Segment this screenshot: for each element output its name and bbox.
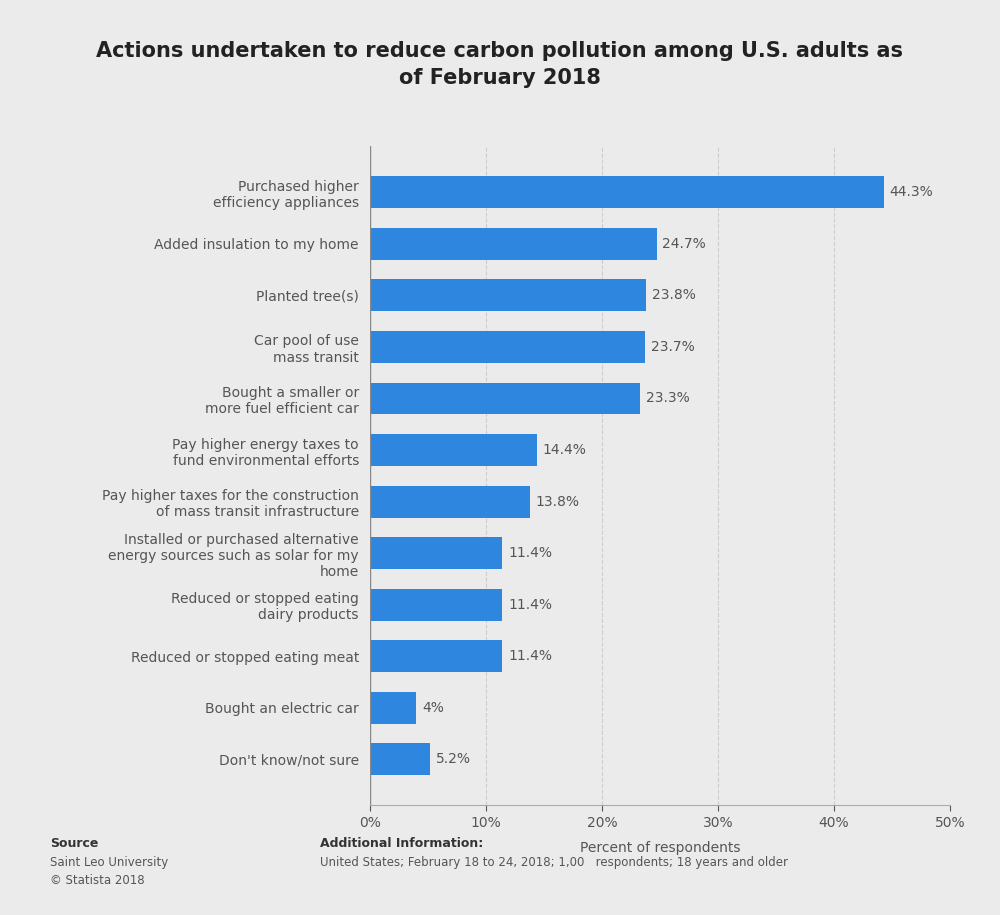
Bar bbox=[370, 279, 646, 311]
Text: 4%: 4% bbox=[422, 701, 444, 715]
Text: 11.4%: 11.4% bbox=[508, 546, 552, 560]
Bar bbox=[370, 228, 657, 260]
Text: United States; February 18 to 24, 2018; 1,00  respondents; 18 years and older: United States; February 18 to 24, 2018; … bbox=[320, 856, 788, 868]
Bar bbox=[370, 382, 640, 414]
Text: 23.3%: 23.3% bbox=[646, 392, 690, 405]
Text: Actions undertaken to reduce carbon pollution among U.S. adults as
of February 2: Actions undertaken to reduce carbon poll… bbox=[96, 41, 904, 88]
Bar bbox=[370, 537, 502, 569]
Text: 13.8%: 13.8% bbox=[536, 495, 580, 509]
Text: 23.7%: 23.7% bbox=[651, 340, 694, 354]
Bar bbox=[370, 640, 502, 673]
Bar bbox=[370, 331, 645, 363]
Bar bbox=[370, 486, 530, 518]
Text: Source: Source bbox=[50, 837, 98, 850]
Text: Additional Information:: Additional Information: bbox=[320, 837, 483, 850]
Text: 11.4%: 11.4% bbox=[508, 597, 552, 611]
Text: 11.4%: 11.4% bbox=[508, 650, 552, 663]
Bar bbox=[370, 588, 502, 620]
Bar bbox=[370, 692, 416, 724]
Text: 44.3%: 44.3% bbox=[890, 186, 933, 199]
Text: 23.8%: 23.8% bbox=[652, 288, 696, 302]
Text: 5.2%: 5.2% bbox=[436, 752, 471, 766]
Text: Saint Leo University
© Statista 2018: Saint Leo University © Statista 2018 bbox=[50, 856, 168, 887]
X-axis label: Percent of respondents: Percent of respondents bbox=[580, 841, 740, 855]
Bar bbox=[370, 743, 430, 775]
Bar bbox=[370, 177, 884, 209]
Text: 24.7%: 24.7% bbox=[662, 237, 706, 251]
Bar bbox=[370, 434, 537, 466]
Text: 14.4%: 14.4% bbox=[543, 443, 587, 457]
